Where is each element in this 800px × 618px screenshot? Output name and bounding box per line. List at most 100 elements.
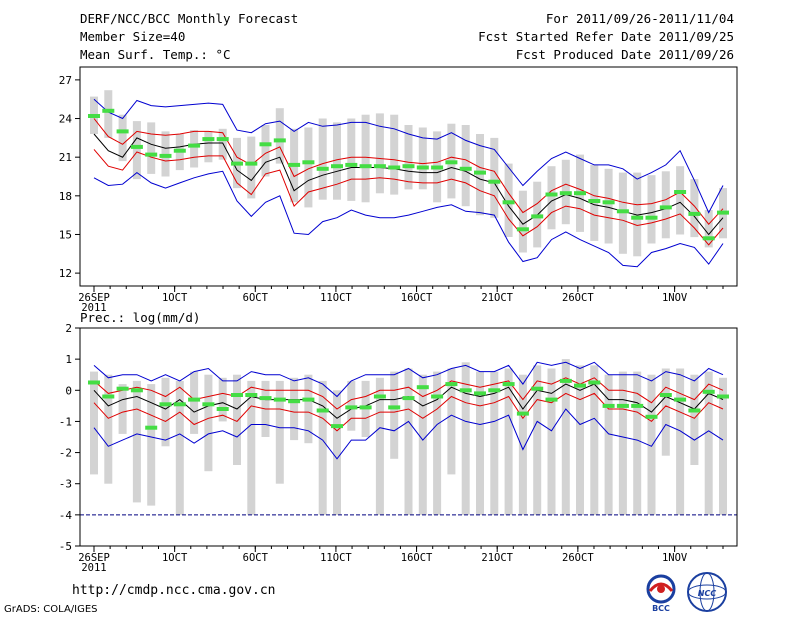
prec-climatology-mark xyxy=(631,403,644,408)
prec-climatology-mark xyxy=(302,397,315,402)
temp-climatology-mark xyxy=(516,227,529,232)
prec-member-range-bar xyxy=(719,377,727,515)
prec-climatology-mark xyxy=(488,388,501,393)
prec-climatology-mark xyxy=(273,397,286,402)
temp-xtick-label: 21OCT xyxy=(481,292,513,304)
prec-member-range-bar xyxy=(118,384,127,434)
prec-climatology-mark xyxy=(531,386,544,391)
temp-member-range-bar xyxy=(518,190,527,253)
prec-climatology-mark xyxy=(402,396,415,401)
prec-member-range-bar xyxy=(290,377,299,441)
temp-upper-spread-line xyxy=(93,118,724,225)
bcc-logo-text: BCC xyxy=(652,604,670,613)
prec-climatology-mark xyxy=(659,393,672,397)
temp-member-range-bar xyxy=(147,122,156,174)
prec-member-range-bar xyxy=(461,362,470,515)
temp-member-range-bar xyxy=(247,136,256,199)
prec-member-range-bar xyxy=(633,371,642,515)
prec-xtick-label: 21OCT xyxy=(481,552,513,564)
prec-member-range-bar xyxy=(233,374,241,465)
temp-climatology-mark xyxy=(288,162,301,167)
prec-climatology-mark xyxy=(431,394,444,399)
temp-member-range-bar xyxy=(361,114,370,203)
prec-climatology-mark xyxy=(130,388,143,393)
temp-member-range-bar xyxy=(261,125,270,177)
prec-ytick-label: -4 xyxy=(59,509,73,522)
temp-member-range-bar xyxy=(333,122,341,200)
fcst-started-date: Fcst Started Refer Date 2011/09/25 xyxy=(478,29,734,44)
temp-xtick-label: 1OCT xyxy=(162,292,188,304)
prec-climatology-mark xyxy=(373,394,386,399)
prec-xtick-label: 1OCT xyxy=(162,552,188,564)
temp-member-range-bar xyxy=(304,127,313,208)
prec-climatology-mark xyxy=(259,396,272,401)
prec-member-range-bar xyxy=(490,371,499,515)
temp-climatology-mark xyxy=(645,215,658,220)
temp-climatology-mark xyxy=(402,164,415,169)
temp-ytick-label: 18 xyxy=(59,190,72,203)
temp-xtick-label: 26OCT xyxy=(562,292,594,304)
temp-member-range-bar xyxy=(461,125,470,207)
temp-member-range-bar xyxy=(690,179,699,238)
prec-member-range-bar xyxy=(275,380,284,484)
temp-plot-frame xyxy=(79,66,738,287)
temp-xtick-label: 26SEP xyxy=(78,292,110,304)
temp-climatology-mark xyxy=(345,162,358,167)
prec-climatology-mark xyxy=(574,383,586,388)
prec-climatology-mark xyxy=(616,403,629,408)
temp-member-range-bar xyxy=(404,125,413,190)
temp-climatology-mark xyxy=(688,211,701,216)
temp-member-range-bar xyxy=(132,121,141,180)
prec-climatology-mark xyxy=(102,394,115,399)
prec-climatology-mark xyxy=(416,385,429,390)
prec-climatology-mark xyxy=(359,405,372,410)
prec-climatology-mark xyxy=(202,402,215,407)
prec-climatology-mark xyxy=(88,380,100,385)
temp-xtick-label: 11OCT xyxy=(320,292,352,304)
precip-variable-label: Prec.: log(mm/d) xyxy=(80,310,201,325)
temp-member-range-bar xyxy=(661,171,670,239)
prec-ytick-label: -1 xyxy=(59,415,72,428)
temp-member-range-bar xyxy=(704,210,713,248)
temp-climatology-mark xyxy=(259,142,272,147)
temp-climatology-mark xyxy=(531,214,544,219)
prec-ytick-label: -2 xyxy=(59,447,72,460)
prec-member-range-bar xyxy=(676,368,685,515)
prec-ytick-label: 1 xyxy=(65,353,72,366)
temp-member-range-bar xyxy=(490,137,499,218)
prec-member-range-bar xyxy=(533,365,542,515)
temp-member-range-bar xyxy=(676,166,685,235)
prec-member-range-bar xyxy=(576,365,584,515)
prec-member-range-bar xyxy=(704,371,713,515)
prec-ytick-label: -3 xyxy=(59,478,72,491)
prec-member-range-bar xyxy=(375,377,384,515)
temp-member-range-bar xyxy=(275,108,284,164)
temp-ytick-label: 21 xyxy=(59,151,72,164)
ncc-logo: NCC xyxy=(686,571,728,613)
prec-member-range-bar xyxy=(161,377,170,447)
temp-climatology-mark xyxy=(145,152,158,157)
prec-member-range-bar xyxy=(504,368,513,515)
prec-climatology-mark xyxy=(173,402,186,407)
prec-member-range-bar xyxy=(204,374,213,472)
temp-member-range-bar xyxy=(418,127,427,190)
temp-member-range-bar xyxy=(547,166,556,230)
prec-member-range-bar xyxy=(147,384,156,506)
source-url[interactable]: http://cmdp.ncc.cma.gov.cn xyxy=(72,583,276,598)
temp-lower-spread-line xyxy=(93,149,724,246)
prec-climatology-mark xyxy=(445,382,458,387)
prec-member-range-bar xyxy=(618,371,627,515)
prec-climatology-mark xyxy=(459,388,472,393)
temp-climatology-mark xyxy=(574,191,586,196)
temp-climatology-mark xyxy=(188,143,201,148)
prec-xtick-label: 11OCT xyxy=(320,552,352,564)
prec-xtick-label: 26OCT xyxy=(562,552,594,564)
temp-climatology-mark xyxy=(702,236,715,241)
temp-member-range-bar xyxy=(104,90,113,138)
temp-climatology-mark xyxy=(331,164,343,169)
temp-climatology-mark xyxy=(445,160,458,165)
prec-member-range-bar xyxy=(518,374,527,515)
prec-plot-frame xyxy=(79,327,738,547)
temp-member-range-bar xyxy=(204,131,213,163)
temp-ytick-label: 12 xyxy=(59,267,72,280)
